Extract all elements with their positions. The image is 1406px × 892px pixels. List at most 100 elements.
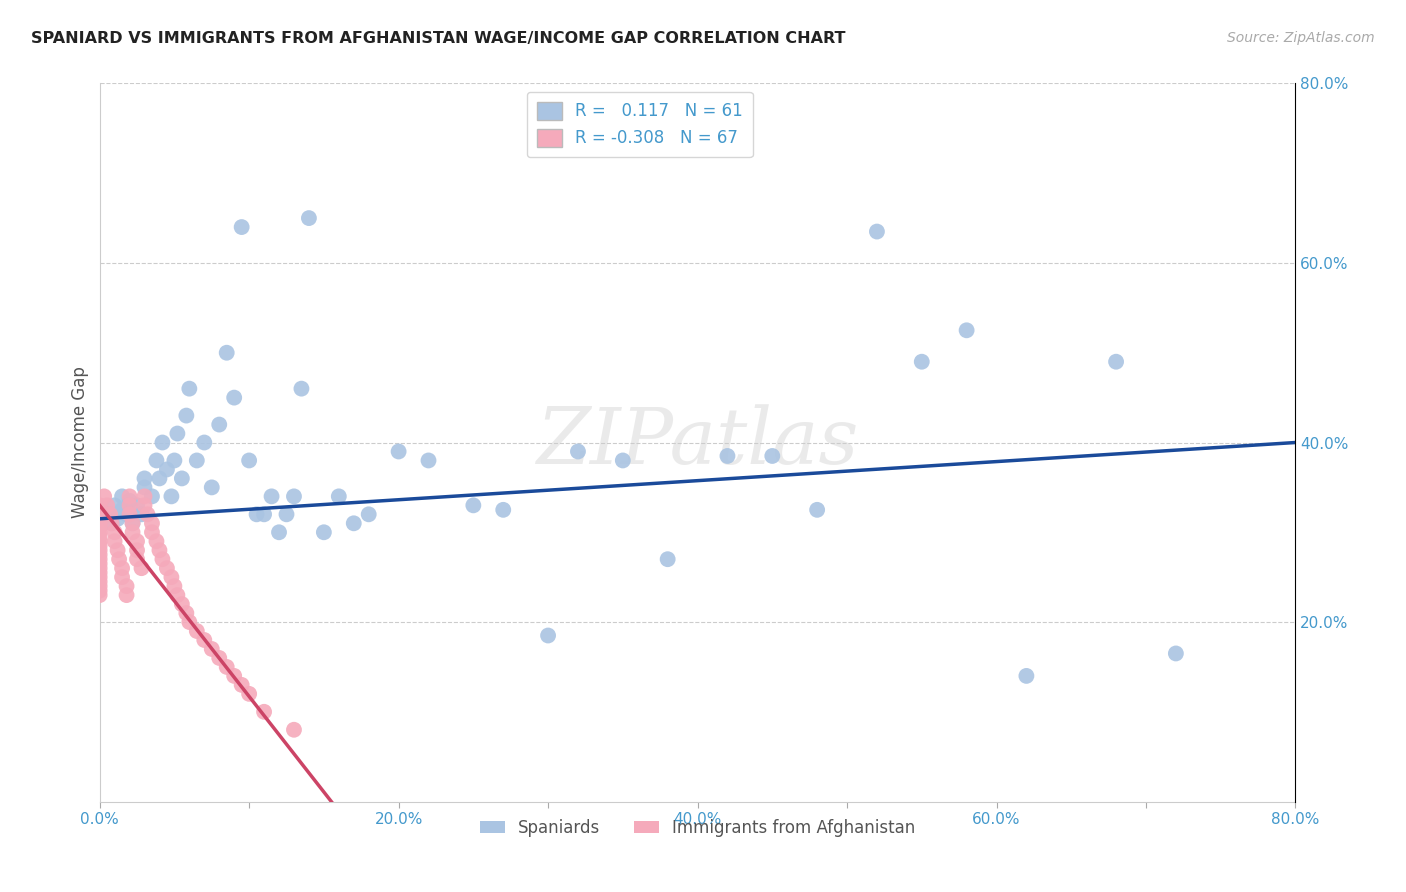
Point	[163, 579, 186, 593]
Point	[141, 525, 163, 540]
Point	[107, 512, 129, 526]
Point	[193, 435, 215, 450]
Point	[215, 660, 238, 674]
Point	[328, 489, 350, 503]
Point	[1164, 647, 1187, 661]
Point	[118, 508, 141, 522]
Point	[156, 561, 179, 575]
Text: ZIPatlas: ZIPatlas	[536, 404, 859, 481]
Point	[152, 552, 174, 566]
Point	[145, 453, 167, 467]
Point	[89, 552, 111, 566]
Point	[104, 499, 127, 513]
Point	[89, 574, 111, 589]
Point	[231, 220, 253, 235]
Point	[118, 493, 141, 508]
Point	[267, 525, 290, 540]
Point	[108, 552, 131, 566]
Point	[141, 489, 163, 503]
Text: Source: ZipAtlas.com: Source: ZipAtlas.com	[1227, 31, 1375, 45]
Text: SPANIARD VS IMMIGRANTS FROM AFGHANISTAN WAGE/INCOME GAP CORRELATION CHART: SPANIARD VS IMMIGRANTS FROM AFGHANISTAN …	[31, 31, 845, 46]
Point	[1105, 355, 1128, 369]
Point	[89, 503, 111, 517]
Point	[115, 579, 138, 593]
Point	[89, 516, 111, 531]
Point	[96, 508, 118, 522]
Point	[89, 548, 111, 562]
Point	[104, 525, 127, 540]
Point	[111, 570, 134, 584]
Point	[89, 534, 111, 549]
Point	[193, 632, 215, 647]
Point	[118, 489, 141, 503]
Point	[145, 534, 167, 549]
Point	[246, 508, 269, 522]
Point	[160, 570, 183, 584]
Point	[131, 561, 153, 575]
Point	[93, 489, 115, 503]
Point	[208, 417, 231, 432]
Point	[89, 579, 111, 593]
Point	[107, 543, 129, 558]
Point	[215, 345, 238, 359]
Point	[115, 588, 138, 602]
Point	[115, 508, 138, 522]
Point	[121, 525, 143, 540]
Point	[89, 499, 111, 513]
Point	[134, 489, 156, 503]
Point	[176, 606, 198, 620]
Point	[186, 453, 208, 467]
Point	[89, 570, 111, 584]
Point	[170, 597, 193, 611]
Point	[89, 539, 111, 553]
Point	[100, 516, 122, 531]
Point	[118, 499, 141, 513]
Point	[125, 534, 148, 549]
Point	[141, 516, 163, 531]
Point	[201, 642, 224, 657]
Point	[388, 444, 411, 458]
Point	[343, 516, 366, 531]
Point	[148, 543, 170, 558]
Point	[1015, 669, 1038, 683]
Point	[290, 382, 312, 396]
Point	[89, 561, 111, 575]
Point	[89, 557, 111, 571]
Point	[160, 489, 183, 503]
Point	[911, 355, 934, 369]
Point	[283, 489, 305, 503]
Point	[156, 462, 179, 476]
Y-axis label: Wage/Income Gap: Wage/Income Gap	[72, 367, 89, 518]
Point	[166, 426, 188, 441]
Point	[89, 525, 111, 540]
Point	[418, 453, 440, 467]
Point	[89, 583, 111, 598]
Point	[612, 453, 634, 467]
Point	[657, 552, 679, 566]
Point	[253, 705, 276, 719]
Point	[152, 435, 174, 450]
Point	[761, 449, 783, 463]
Point	[298, 211, 321, 225]
Point	[89, 530, 111, 544]
Point	[276, 508, 298, 522]
Point	[134, 480, 156, 494]
Point	[104, 534, 127, 549]
Point	[170, 471, 193, 485]
Point	[121, 516, 143, 531]
Point	[179, 615, 201, 629]
Point	[148, 471, 170, 485]
Point	[357, 508, 380, 522]
Point	[955, 323, 977, 337]
Legend: Spaniards, Immigrants from Afghanistan: Spaniards, Immigrants from Afghanistan	[474, 813, 922, 844]
Point	[492, 503, 515, 517]
Point	[89, 521, 111, 535]
Point	[260, 489, 283, 503]
Point	[806, 503, 828, 517]
Point	[238, 453, 260, 467]
Point	[224, 391, 246, 405]
Point	[176, 409, 198, 423]
Point	[166, 588, 188, 602]
Point	[89, 508, 111, 522]
Point	[224, 669, 246, 683]
